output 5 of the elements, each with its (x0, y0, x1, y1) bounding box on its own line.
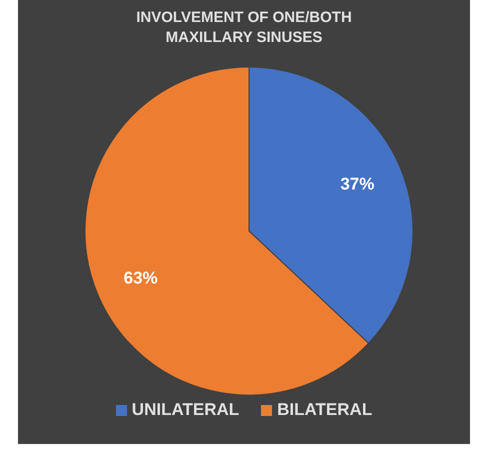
data-label: 37% (340, 174, 374, 194)
legend-label: UNILATERAL (132, 400, 240, 420)
data-label: 63% (124, 268, 158, 288)
legend-label: BILATERAL (277, 400, 372, 420)
chart-title: INVOLVEMENT OF ONE/BOTH MAXILLARY SINUSES (135, 8, 353, 48)
